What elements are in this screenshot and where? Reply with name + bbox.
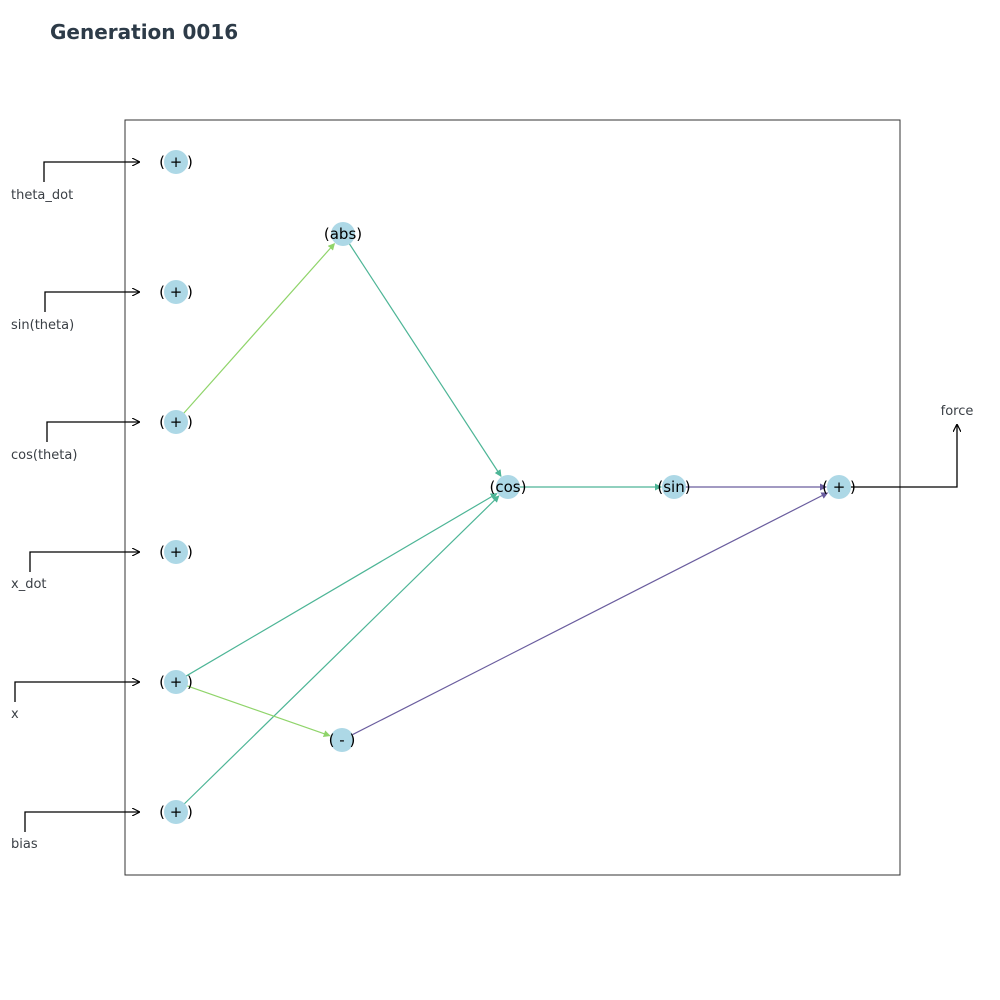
node-label: ( + )	[159, 543, 193, 561]
node-label: (cos)	[490, 478, 527, 496]
node-label: (abs)	[324, 225, 362, 243]
node-label: ( + )	[822, 478, 856, 496]
output-layer: force	[851, 404, 974, 488]
edge-in2-to-abs	[182, 242, 336, 415]
node-circle	[164, 540, 188, 564]
input-arrow-sin_theta	[44, 292, 139, 312]
node-cos: (cos)	[490, 475, 527, 499]
node-circle	[164, 670, 188, 694]
node-circle	[330, 728, 354, 752]
input-arrow-theta_dot	[43, 162, 139, 182]
node-circle	[164, 800, 188, 824]
page-title: Generation 0016	[50, 20, 239, 44]
input-arrow-x	[14, 682, 139, 702]
graph-frame	[124, 119, 901, 876]
input-label-cos_theta: cos(theta)	[11, 448, 77, 463]
node-circle	[331, 222, 355, 246]
node-in5: ( + )	[159, 800, 193, 824]
node-in0: ( + )	[159, 150, 193, 174]
input-arrow-cos_theta	[46, 422, 139, 442]
edges-layer	[182, 242, 829, 806]
edge-in4-to-minus	[185, 684, 331, 738]
input-label-bias: bias	[11, 837, 38, 852]
node-circle	[496, 475, 520, 499]
node-abs: (abs)	[324, 222, 362, 246]
node-minus: ( - )	[329, 728, 356, 752]
node-circle	[164, 410, 188, 434]
input-label-theta_dot: theta_dot	[11, 188, 73, 203]
node-label: ( - )	[329, 731, 356, 749]
edge-in4-to-cos	[184, 493, 498, 678]
edge-minus-to-out	[350, 492, 829, 736]
input-label-x: x	[11, 707, 19, 722]
node-circle	[164, 150, 188, 174]
input-label-sin_theta: sin(theta)	[11, 318, 74, 333]
node-label: ( + )	[159, 153, 193, 171]
node-label: ( + )	[159, 283, 193, 301]
input-label-x_dot: x_dot	[11, 577, 47, 592]
node-label: ( + )	[159, 413, 193, 431]
edge-in5-to-cos	[182, 495, 500, 806]
node-circle	[164, 280, 188, 304]
node-in3: ( + )	[159, 540, 193, 564]
output-arrow	[851, 425, 957, 488]
node-in1: ( + )	[159, 280, 193, 304]
nodes-layer: ( + ) ( + ) ( + ) ( + ) ( + ) ( + ) (abs) ( - )…	[159, 150, 856, 824]
edge-abs-to-cos	[347, 242, 502, 477]
node-circle	[662, 475, 686, 499]
input-arrow-bias	[24, 812, 139, 832]
output-label: force	[941, 404, 974, 419]
node-out: ( + )	[822, 475, 856, 499]
node-in4: ( + )	[159, 670, 193, 694]
node-in2: ( + )	[159, 410, 193, 434]
node-label: ( + )	[159, 673, 193, 691]
node-circle	[827, 475, 851, 499]
input-arrow-x_dot	[29, 552, 139, 572]
node-label: ( + )	[159, 803, 193, 821]
node-label: (sin)	[657, 478, 690, 496]
node-sin: (sin)	[657, 475, 691, 499]
